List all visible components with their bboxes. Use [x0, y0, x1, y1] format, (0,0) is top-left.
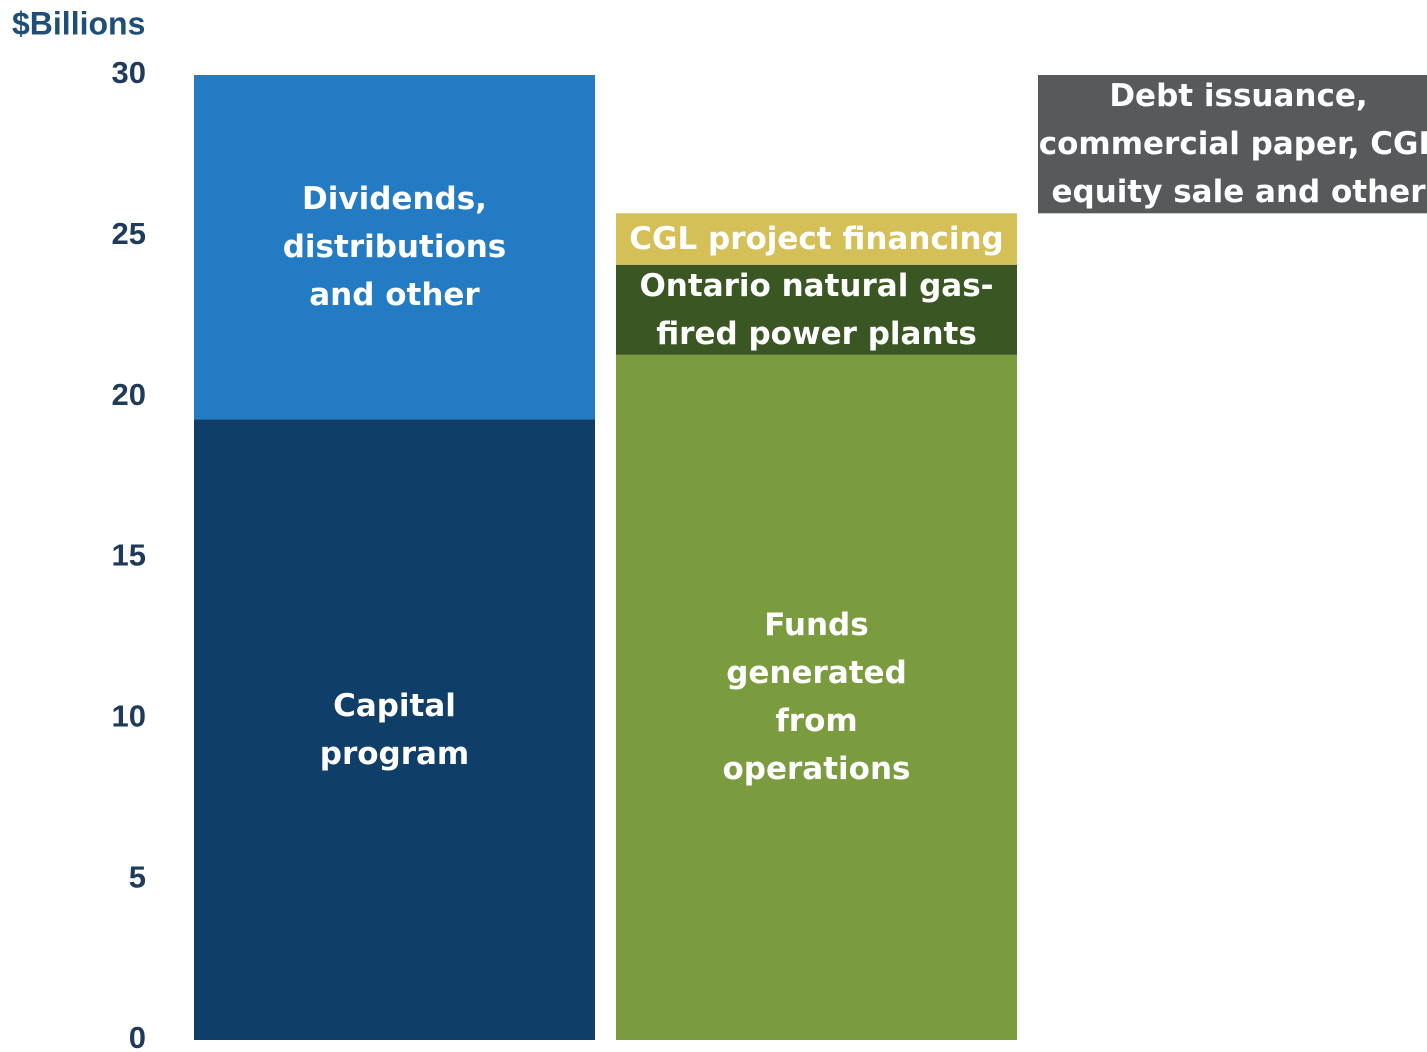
segment-label: Ontario natural gas-fired power plants — [639, 267, 994, 352]
y-tick-label: 5 — [129, 859, 146, 894]
segment-label: Capital program — [319, 687, 470, 772]
segment-label: Dividends, distributions and other — [282, 181, 507, 314]
segment-label-box: CGL project financing — [616, 213, 1017, 264]
segment-label: Debt issuance, commercial paper, CGL equ… — [1038, 78, 1427, 211]
bar-segment — [194, 419, 595, 1040]
y-axis-label: $Billions — [12, 5, 145, 41]
segment-label-wrap: Funds generated from operations — [616, 355, 1017, 1040]
bar-segment — [616, 213, 1017, 265]
bar-segment — [194, 75, 595, 420]
segment-label-box: Capital program — [194, 419, 595, 1040]
segment-label-box: Debt issuance, commercial paper, CGL equ… — [1038, 75, 1427, 213]
y-tick-label: 30 — [112, 55, 146, 90]
segment-label: Funds generated from operations — [722, 607, 911, 788]
segment-label-box: Dividends, distributions and other — [194, 75, 595, 419]
y-tick-label: 25 — [112, 216, 146, 251]
segment-label-wrap: Capital program — [194, 419, 595, 1040]
y-tick-label: 10 — [112, 699, 146, 734]
bar-segment — [616, 354, 1017, 1041]
bar-segment — [1038, 75, 1427, 214]
y-tick-label: 15 — [112, 538, 146, 573]
segment-label-wrap: Dividends, distributions and other — [194, 75, 595, 419]
segment-label-box: Ontario natural gas-fired power plants — [616, 265, 1017, 355]
segment-label-wrap: Debt issuance, commercial paper, CGL equ… — [1038, 75, 1427, 213]
y-tick-label: 20 — [112, 377, 146, 412]
segment-label-wrap: CGL project financing — [616, 213, 1017, 264]
segment-label: CGL project financing — [629, 221, 1004, 258]
bar-segment — [616, 264, 1017, 355]
segment-label-box: Funds generated from operations — [616, 355, 1017, 1040]
segment-label-wrap: Ontario natural gas-fired power plants — [616, 265, 1017, 355]
y-tick-label: 0 — [129, 1020, 146, 1052]
